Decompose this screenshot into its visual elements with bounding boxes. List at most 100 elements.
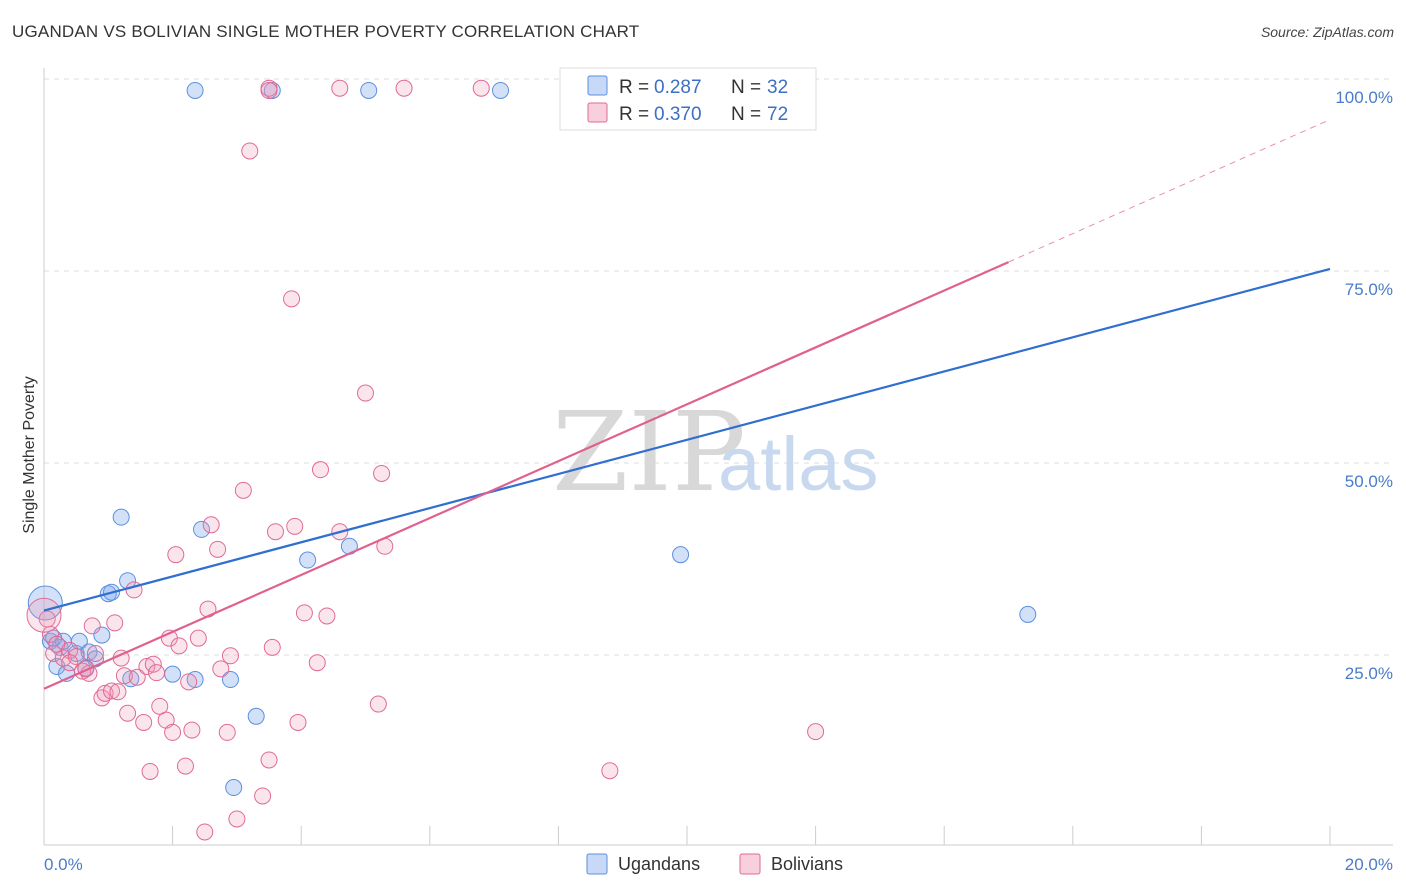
bolivian-point [228,810,246,828]
trend-lines [43,119,1331,690]
x-tick-label: 20.0% [1345,855,1393,874]
y-tick-label: 100.0% [1335,88,1393,107]
bolivian-point [176,757,194,775]
bolivian-point [183,721,201,739]
y-tick-label: 50.0% [1345,472,1393,491]
bolivian-point [26,597,62,633]
top-legend: R = 0.287 N = 32 R = 0.370 N = 72 [559,67,817,131]
bolivian-point [45,645,63,662]
bolivian-point [196,823,214,841]
bolivian-point [141,762,159,780]
bolivian-trend-line [43,261,1009,690]
grid [44,78,1393,656]
chart-title: UGANDAN VS BOLIVIAN SINGLE MOTHER POVERT… [12,22,640,41]
bolivian-point [260,81,278,99]
ugandan-point [492,81,510,99]
legend-swatch-bolivians [587,102,608,123]
ugandan-point [1019,605,1037,623]
y-tick-label: 25.0% [1345,664,1393,683]
x-tick-label: 0.0% [44,855,83,874]
bolivian-point [86,645,104,662]
bolivian-point [83,617,101,635]
bolivian-point [283,290,301,308]
bolivian-point [41,625,59,643]
legend-r-label-1: R = [619,77,649,98]
y-axis-label: Single Mother Poverty [21,376,38,533]
ugandan-point [299,551,317,569]
bolivian-point [311,461,329,479]
bolivian-point [289,713,307,731]
ugandan-point [193,520,211,538]
source-label: Source: ZipAtlas.com [1260,24,1394,40]
bottom-legend-bolivians: Bolivians [771,854,843,874]
legend-n-label-1: N = [731,77,761,98]
bolivian-point [212,660,230,678]
legend-r-value-2: 0.370 [654,104,702,125]
legend-r-label-2: R = [619,104,649,125]
bolivian-point [331,79,349,97]
bolivian-point [218,723,236,741]
bolivian-point [373,464,391,482]
legend-n-value-1: 32 [767,77,788,98]
bolivian-point [128,668,146,686]
bolivian-point [221,647,239,665]
bolivian-point [263,638,281,656]
bolivian-point [115,667,133,685]
bolivian-point [148,664,166,682]
ugandan-point [48,658,66,676]
bolivian-point [318,607,336,625]
ugandan-point [27,585,63,621]
ugandan-point [360,81,378,99]
bolivian-point [807,723,825,741]
watermark-zip: ZIP [552,388,746,516]
legend-r-value-1: 0.287 [654,77,702,98]
bolivian-point [180,673,198,691]
bolivian-point [61,641,79,659]
bottom-legend: Ugandans Bolivians [586,853,843,875]
bolivian-point [295,604,313,622]
ugandan-point [80,643,98,661]
bolivian-point [167,546,185,564]
bolivian-point [67,648,85,666]
ugandan-trend-line [43,267,1331,612]
watermark-atlas: atlas [718,422,879,507]
ugandan-point [112,508,130,526]
bolivian-point [151,697,169,715]
bolivian-point [601,762,619,780]
ugandan-point [672,546,690,564]
bolivian-point [135,713,153,731]
bolivian-point [202,516,220,534]
bolivian-point [241,142,259,160]
legend-swatch-ugandans [587,75,608,96]
bolivian-point [266,523,284,541]
bolivian-point [369,695,387,713]
legend-n-label-2: N = [731,104,761,125]
ugandan-point [221,671,239,689]
ugandan-point [164,665,182,683]
bottom-legend-swatch-bolivians [739,853,761,875]
y-tick-label: 75.0% [1345,280,1393,299]
bolivian-point [119,704,137,722]
bolivian-point [395,79,413,97]
data-points [26,79,1037,841]
bolivian-point [106,614,124,632]
ugandan-point [186,671,204,689]
bolivian-point [61,654,79,672]
ugandan-point [225,779,243,797]
bolivian-point [308,654,326,672]
bolivian-point [96,684,114,702]
ugandan-point [186,81,204,99]
bolivian-point [209,540,227,558]
legend-box [559,67,817,131]
bolivian-point [138,658,156,676]
bolivian-point [93,689,111,707]
bolivian-point [103,682,121,700]
bolivian-trend-extension [1008,119,1331,263]
bottom-legend-swatch-ugandans [586,853,608,875]
bolivian-point [109,683,127,701]
bolivian-point [357,384,374,402]
bolivian-point [286,517,304,535]
bolivian-point [234,481,252,499]
watermark: ZIP atlas [552,388,879,516]
bottom-legend-ugandans: Ugandans [618,854,700,874]
